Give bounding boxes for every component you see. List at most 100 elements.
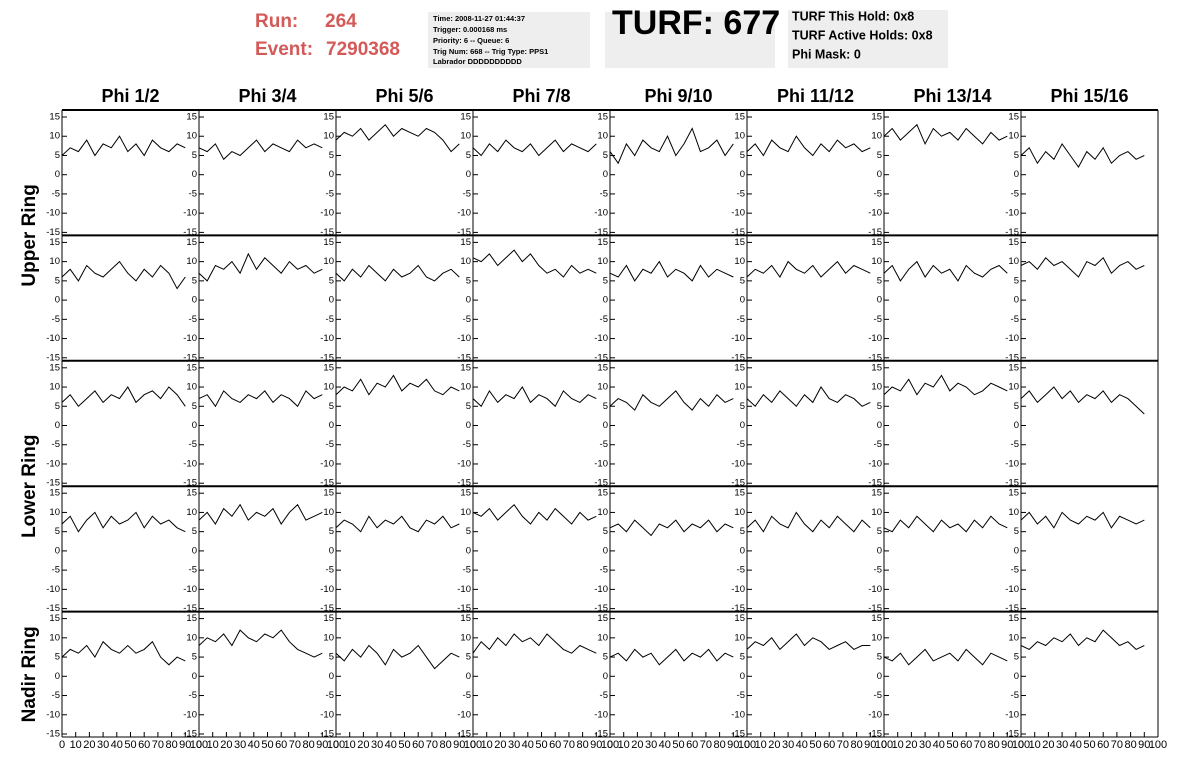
y-tick-label: -15 [183,478,197,489]
y-tick-label: 5 [740,401,745,412]
info-box [428,12,590,68]
x-tick-label: 60 [549,739,561,751]
x-tick-label: 40 [248,739,260,751]
x-tick-label: 10 [618,739,630,751]
waveform [198,629,323,658]
y-tick-label: 10 [49,507,60,518]
y-tick-label: -5 [874,690,882,701]
waveform [335,515,460,533]
y-tick-label: -5 [874,314,882,325]
y-tick-label: 15 [597,237,608,248]
y-tick-label: -5 [600,690,608,701]
x-tick-label: 70 [1111,739,1123,751]
info-line: Priority: 6 -- Queue: 6 [433,36,509,45]
y-tick-label: 0 [55,671,60,682]
y-tick-label: 10 [49,382,60,393]
y-tick-label: -15 [594,478,608,489]
waveform [1020,386,1145,415]
y-tick-label: -5 [600,314,608,325]
y-tick-label: 5 [329,275,334,286]
y-tick-label: -5 [52,439,60,450]
y-tick-label: 5 [603,401,608,412]
y-tick-label: 10 [49,632,60,643]
x-tick-label: 80 [987,739,999,751]
info-line: Trigger: 0.000168 ms [433,25,507,34]
y-tick-label: 15 [734,112,745,123]
y-tick-label: 5 [192,652,197,663]
y-tick-label: -5 [326,439,334,450]
x-tick-label: 70 [426,739,438,751]
y-tick-label: 5 [603,652,608,663]
x-tick-label: 10 [892,739,904,751]
y-tick-label: 10 [186,507,197,518]
x-tick-label: 0 [744,739,750,751]
waveform [746,135,871,157]
x-tick-label: 80 [1124,739,1136,751]
y-tick-label: 0 [1014,545,1019,556]
y-tick-label: 5 [603,275,608,286]
y-tick-label: 15 [49,362,60,373]
y-tick-label: -10 [594,584,608,595]
y-tick-label: 5 [55,150,60,161]
x-tick-label: 20 [631,739,643,751]
y-tick-label: 15 [1008,112,1019,123]
x-tick-label: 80 [576,739,588,751]
x-tick-label: 60 [823,739,835,751]
y-tick-label: 15 [49,613,60,624]
y-tick-label: 0 [1014,295,1019,306]
column-header: Phi 9/10 [644,86,712,106]
run-number: 264 [325,11,357,32]
y-tick-label: 10 [597,382,608,393]
y-tick-label: -5 [52,314,60,325]
y-tick-label: 10 [597,507,608,518]
event-label: Event: [255,39,313,60]
y-tick-label: -10 [183,208,197,219]
y-tick-label: -10 [46,709,60,720]
x-tick-label: 20 [905,739,917,751]
x-tick-label: 90 [316,739,328,751]
turf-box [605,12,775,68]
x-tick-label: 10 [344,739,356,751]
y-tick-label: -10 [868,584,882,595]
y-tick-label: 15 [597,488,608,499]
y-tick-label: -5 [189,690,197,701]
y-tick-label: 15 [871,112,882,123]
y-tick-label: 5 [329,652,334,663]
y-tick-label: 15 [49,112,60,123]
y-tick-label: 5 [466,652,471,663]
y-tick-label: 5 [1014,275,1019,286]
y-tick-label: -5 [463,314,471,325]
x-tick-label: 70 [563,739,575,751]
y-tick-label: -15 [320,478,334,489]
turf-info: TURF This Hold: 0x8 [792,9,914,23]
waveform [335,644,460,670]
y-tick-label: 10 [186,256,197,267]
x-tick-label: 0 [196,739,202,751]
y-tick-label: -5 [189,565,197,576]
y-tick-label: -10 [868,333,882,344]
waveform [746,386,871,408]
x-tick-label: 20 [83,739,95,751]
y-tick-label: 0 [329,671,334,682]
y-tick-label: -10 [183,333,197,344]
x-tick-label: 80 [302,739,314,751]
y-tick-label: -15 [731,478,745,489]
column-header: Phi 7/8 [512,86,570,106]
y-tick-label: 15 [871,362,882,373]
y-tick-label: 10 [871,632,882,643]
y-tick-label: 5 [192,401,197,412]
y-tick-label: 10 [460,131,471,142]
y-tick-label: 0 [603,671,608,682]
x-tick-label: 50 [261,739,273,751]
y-tick-label: 10 [460,632,471,643]
turf-number: TURF: 677 [612,4,780,42]
info-line: Time: 2008-11-27 01:44:37 [433,14,525,23]
y-tick-label: -5 [600,188,608,199]
y-tick-label: 15 [186,112,197,123]
y-tick-label: 10 [871,507,882,518]
y-tick-label: -10 [46,333,60,344]
y-tick-label: 10 [49,131,60,142]
y-tick-label: 5 [1014,526,1019,537]
waveform [198,503,323,525]
y-tick-label: 5 [55,526,60,537]
